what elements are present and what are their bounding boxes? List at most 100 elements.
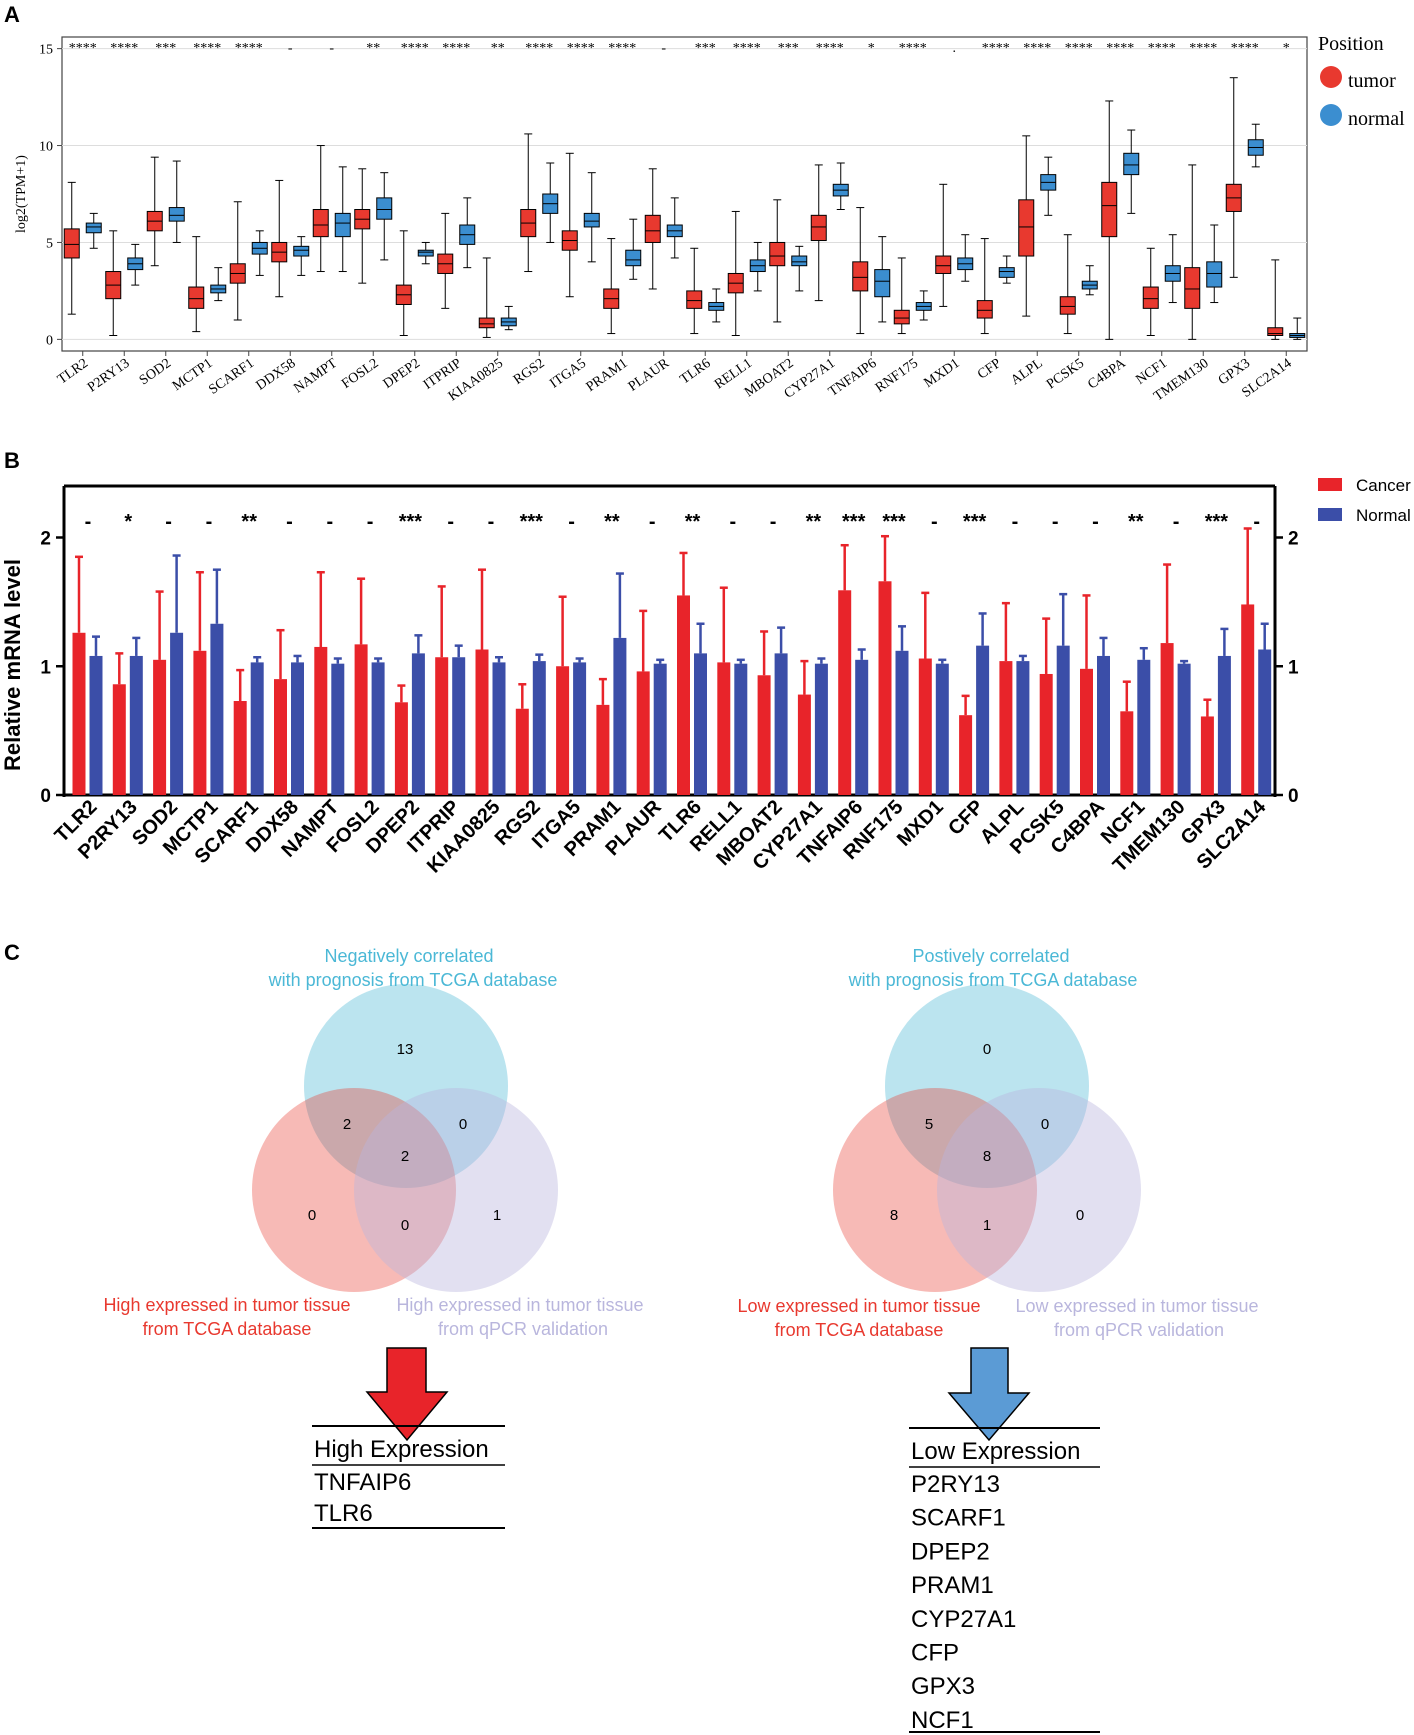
panel-a-box-tumor bbox=[520, 133, 537, 273]
panel-b-bar-normal bbox=[170, 632, 184, 795]
panel-a-box-normal bbox=[459, 197, 476, 269]
panel-a-box-tumor bbox=[229, 201, 246, 321]
panel-a-x-tick-label: PCSK5 bbox=[1044, 356, 1087, 392]
low-table-gene: GPX3 bbox=[911, 1673, 975, 1700]
panel-a-box-tumor bbox=[478, 257, 495, 338]
panel-a-box-tumor bbox=[271, 179, 288, 298]
venn-right-left-label-line1: Low expressed in tumor tissue bbox=[737, 1296, 980, 1316]
panel-b-bar-normal bbox=[1097, 655, 1110, 795]
panel-a-significance-marker: - bbox=[329, 41, 334, 56]
panel-b-bar-group-normal bbox=[331, 657, 345, 795]
panel-b-bar-group-cancer bbox=[757, 630, 771, 795]
panel-a-box-body bbox=[1101, 181, 1118, 238]
venn-left-count-top-right: 0 bbox=[459, 1116, 467, 1133]
panel-b-bar-group-normal bbox=[1258, 622, 1272, 795]
panel-b-significance-marker: - bbox=[85, 511, 92, 533]
venn-left-count-center: 2 bbox=[401, 1148, 409, 1165]
panel-a-significance-marker: **** bbox=[1106, 41, 1134, 56]
panel-a-legend-title: Position bbox=[1318, 33, 1384, 55]
venn-left-top-label-line2: with prognosis from TCGA database bbox=[268, 970, 558, 990]
panel-a-x-tick-label: C4BPA bbox=[1085, 355, 1129, 392]
venn-left-top-label-line1: Negatively correlated bbox=[324, 946, 493, 966]
panel-b-bar-normal bbox=[613, 637, 627, 795]
low-table-header: Low Expression bbox=[911, 1438, 1080, 1465]
panel-a-box-normal bbox=[1081, 265, 1098, 296]
panel-a-y-tick-label: 5 bbox=[46, 236, 53, 251]
venn-right-circle-tcga-expression bbox=[833, 1088, 1037, 1292]
panel-b-bar-group-normal bbox=[1097, 636, 1110, 795]
panel-a-box-body bbox=[334, 212, 351, 238]
panel-a-box-tumor bbox=[769, 199, 786, 323]
panel-b-bar-cancer bbox=[314, 646, 328, 795]
panel-b-bar-group-cancer bbox=[1200, 698, 1214, 795]
panel-a-box-body bbox=[791, 255, 808, 267]
panel-b-significance-marker: *** bbox=[842, 511, 866, 533]
venn-right-right-label-line2: from qPCR validation bbox=[1054, 1320, 1224, 1340]
panel-b-significance-marker: - bbox=[931, 511, 938, 533]
panel-b-bar-group-cancer bbox=[677, 551, 690, 795]
venn-right-count-right: 0 bbox=[1076, 1207, 1084, 1224]
panel-a-box-normal bbox=[915, 290, 932, 321]
panel-a-box-body bbox=[1059, 296, 1076, 315]
venn-right-top-label-line1: Postively correlated bbox=[912, 946, 1069, 966]
panel-b-bar-group-cancer bbox=[515, 683, 529, 795]
panel-b-legend-normal-label: Normal bbox=[1356, 506, 1411, 525]
panel-a-x-tick-label: ITGA5 bbox=[547, 356, 589, 391]
panel-b-bar-group-cancer bbox=[596, 677, 610, 795]
venn-right-left-label-line2: from TCGA database bbox=[775, 1320, 944, 1340]
panel-a-box-normal bbox=[334, 166, 351, 273]
panel-a-box-normal bbox=[749, 241, 766, 292]
panel-b-bar-group-normal bbox=[411, 634, 425, 795]
panel-b-bar-cancer bbox=[1039, 673, 1053, 795]
panel-a-legend-normal-swatch bbox=[1320, 104, 1342, 126]
venn-right-circle-tcga-prognosis bbox=[885, 984, 1089, 1188]
venn-right-count-left: 8 bbox=[890, 1207, 898, 1224]
panel-a-box-tumor bbox=[1101, 100, 1118, 340]
venn-left-right-label-line1: High expressed in tumor tissue bbox=[396, 1295, 643, 1315]
panel-a-box-normal bbox=[1040, 156, 1057, 216]
panel-b-significance-marker: * bbox=[124, 511, 132, 533]
low-table-gene: P2RY13 bbox=[911, 1471, 1000, 1498]
panel-b-bar-group-normal bbox=[129, 636, 143, 795]
high-table-gene: TLR6 bbox=[314, 1500, 373, 1527]
panel-b-bar-normal bbox=[774, 653, 788, 795]
panel-b-significance-marker: *** bbox=[399, 511, 423, 533]
low-table-gene: SCARF1 bbox=[911, 1505, 1006, 1532]
panel-a-box-normal bbox=[666, 197, 683, 259]
panel-a-box-normal bbox=[998, 255, 1015, 284]
high-table-header: High Expression bbox=[314, 1436, 489, 1463]
panel-a-box-tumor bbox=[1184, 164, 1201, 340]
panel-a-box-tumor bbox=[312, 145, 329, 273]
panel-b-significance-marker: - bbox=[1012, 511, 1019, 533]
panel-b-bar-normal bbox=[1177, 663, 1191, 795]
panel-a-box-body bbox=[1142, 286, 1159, 309]
panel-a-box-normal bbox=[500, 305, 517, 331]
panel-b-significance-marker: - bbox=[165, 511, 172, 533]
low-table-gene: CFP bbox=[911, 1640, 959, 1667]
panel-b-bar-cancer bbox=[354, 644, 368, 795]
panel-b-bar-cancer bbox=[918, 658, 932, 795]
panel-a-box-normal bbox=[583, 172, 600, 263]
panel-a-x-tick-label: RGS2 bbox=[511, 356, 548, 388]
panel-a-box-body bbox=[625, 249, 642, 267]
panel-b-significance-marker: - bbox=[568, 511, 575, 533]
panel-a-significance-marker: **** bbox=[235, 41, 263, 56]
panel-a-box-tumor bbox=[437, 212, 454, 309]
panel-a-box-body bbox=[312, 209, 329, 238]
panel-b-significance-marker: - bbox=[729, 511, 736, 533]
high-table-gene: TNFAIP6 bbox=[314, 1469, 411, 1496]
panel-a-x-tick-label: ALPL bbox=[1008, 356, 1045, 388]
panel-a-box-normal bbox=[251, 230, 268, 276]
panel-a-significance-marker: **** bbox=[1065, 41, 1093, 56]
panel-b-bar-group-cancer bbox=[918, 591, 932, 795]
panel-b-bar-normal bbox=[694, 653, 707, 795]
panel-a-significance-marker: ** bbox=[366, 41, 380, 56]
panel-b-legend-cancer-swatch bbox=[1318, 478, 1342, 491]
panel-b-bar-cancer bbox=[394, 702, 408, 795]
venn-left-count-bottom: 0 bbox=[401, 1217, 409, 1234]
panel-b-bar-cancer bbox=[1160, 643, 1174, 795]
panel-b-bar-normal bbox=[89, 655, 103, 795]
panel-b-bar-group-cancer bbox=[354, 577, 368, 795]
panel-b-y-tick-label-left: 2 bbox=[40, 529, 51, 550]
